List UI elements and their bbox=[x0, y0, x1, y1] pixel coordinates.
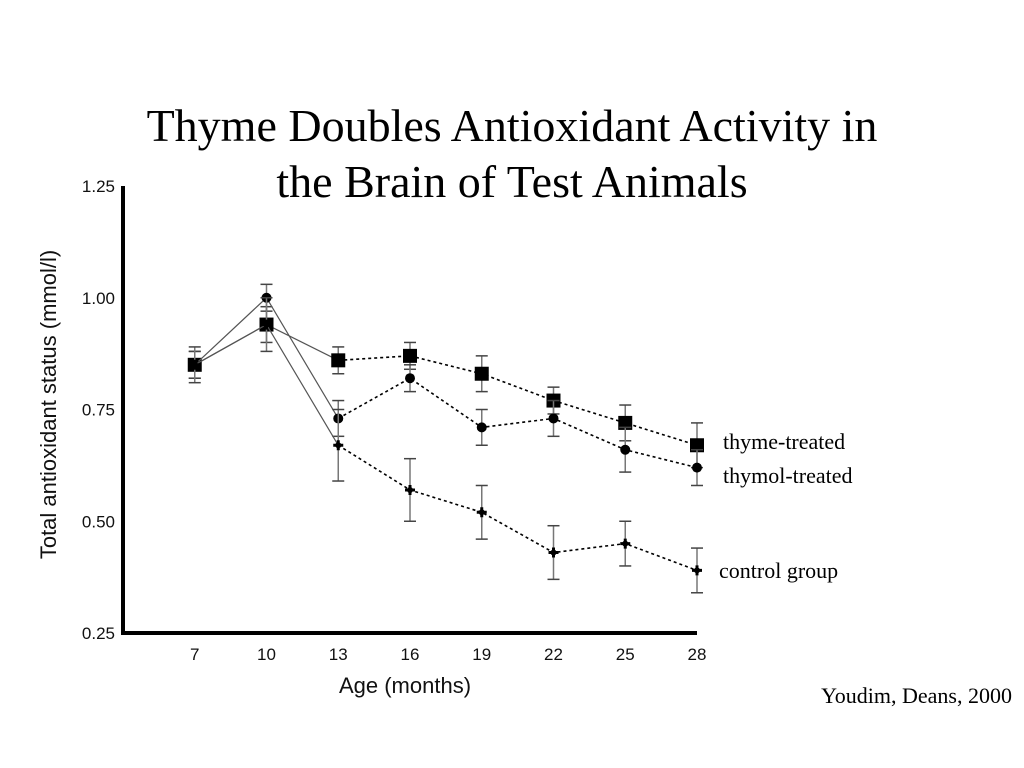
data-point-circle bbox=[692, 462, 702, 473]
y-axis-title: Total antioxidant status (mmol/l) bbox=[36, 250, 61, 559]
chart-axes: 0.25 0.50 0.75 1.00 1.25 7 10 13 16 19 22 25 28 Age (… bbox=[36, 177, 706, 698]
series-line-dotted bbox=[337, 377, 698, 469]
data-point-dot bbox=[478, 509, 485, 516]
data-point-circle bbox=[405, 373, 415, 384]
chart-title-line-1: Thyme Doubles Antioxidant Activity in bbox=[146, 100, 878, 151]
x-tick-label: 28 bbox=[688, 645, 707, 664]
series-0 bbox=[187, 305, 704, 469]
y-tick-label: 0.50 bbox=[82, 512, 115, 531]
series-line-dotted bbox=[337, 444, 698, 572]
data-point-circle bbox=[620, 444, 631, 455]
x-tick-label: 10 bbox=[257, 645, 276, 664]
x-tick-label: 25 bbox=[616, 645, 635, 664]
x-axis-title: Age (months) bbox=[339, 673, 471, 698]
x-tick-label: 16 bbox=[401, 645, 420, 664]
chart-series bbox=[187, 283, 704, 594]
series-2 bbox=[188, 297, 703, 594]
chart-labels: thyme-treated thymol-treated control group bbox=[719, 429, 853, 583]
series-label-2: control group bbox=[719, 558, 838, 583]
x-tick-label: 7 bbox=[190, 645, 199, 664]
y-tick-label: 1.25 bbox=[82, 177, 115, 196]
series-line-dotted bbox=[338, 355, 698, 447]
data-point-dot bbox=[407, 486, 413, 493]
data-point-square bbox=[474, 366, 489, 381]
chart-title: Thyme Doubles Antioxidant Activity in th… bbox=[0, 98, 1024, 210]
y-tick-label: 1.00 bbox=[82, 289, 115, 308]
citation: Youdim, Deans, 2000 bbox=[821, 683, 1012, 708]
chart-title-line-2: the Brain of Test Animals bbox=[276, 156, 748, 207]
data-point-dot bbox=[622, 540, 629, 547]
data-point-square bbox=[331, 353, 346, 368]
x-tick-label: 22 bbox=[544, 645, 563, 664]
series-label-0: thyme-treated bbox=[723, 429, 845, 454]
data-point-dot bbox=[191, 361, 198, 368]
data-point-circle bbox=[548, 413, 559, 424]
x-tick-label: 13 bbox=[329, 645, 348, 664]
data-point-dot bbox=[335, 442, 342, 449]
y-tick-label: 0.25 bbox=[82, 624, 115, 643]
data-point-dot bbox=[550, 549, 557, 556]
y-tick-label: 0.75 bbox=[82, 401, 115, 420]
data-point-square bbox=[618, 415, 633, 430]
data-point-square bbox=[690, 438, 704, 453]
data-point-square bbox=[403, 348, 417, 363]
data-point-dot bbox=[263, 321, 270, 328]
x-tick-label: 19 bbox=[472, 645, 491, 664]
series-label-1: thymol-treated bbox=[723, 463, 853, 488]
data-point-circle bbox=[476, 422, 487, 433]
data-point-dot bbox=[694, 567, 700, 574]
